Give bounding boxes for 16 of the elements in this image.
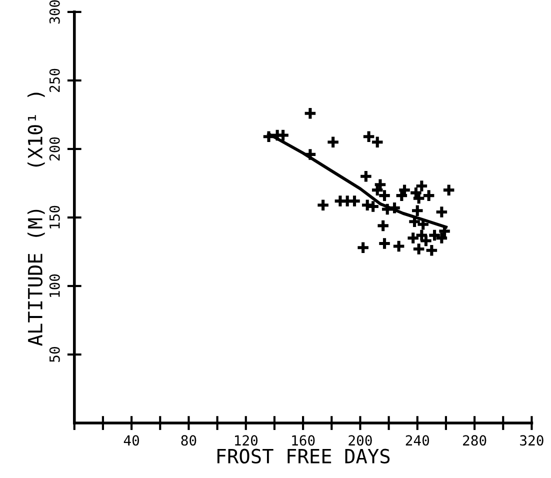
y-tick-label: 150: [49, 206, 60, 228]
x-tick-label: 200: [348, 435, 372, 446]
x-tick-label: 320: [520, 435, 544, 446]
y-axis-title: ALTITUDE (M) (X10¹ ): [27, 92, 45, 346]
y-tick-label: 50: [49, 347, 60, 362]
x-tick-label: 160: [292, 435, 315, 446]
x-tick-label: 280: [463, 435, 486, 446]
y-tick-label: 300: [49, 0, 60, 24]
y-tick-label: 250: [49, 68, 60, 92]
x-tick-label: 120: [235, 435, 258, 446]
x-tick-label: 240: [406, 435, 430, 446]
x-tick-label: 40: [124, 435, 140, 446]
y-tick-label: 100: [49, 274, 60, 297]
y-tick-label: 200: [49, 137, 60, 160]
x-tick-label: 80: [181, 435, 196, 446]
x-axis-title: FROST FREE DAYS: [217, 448, 390, 464]
